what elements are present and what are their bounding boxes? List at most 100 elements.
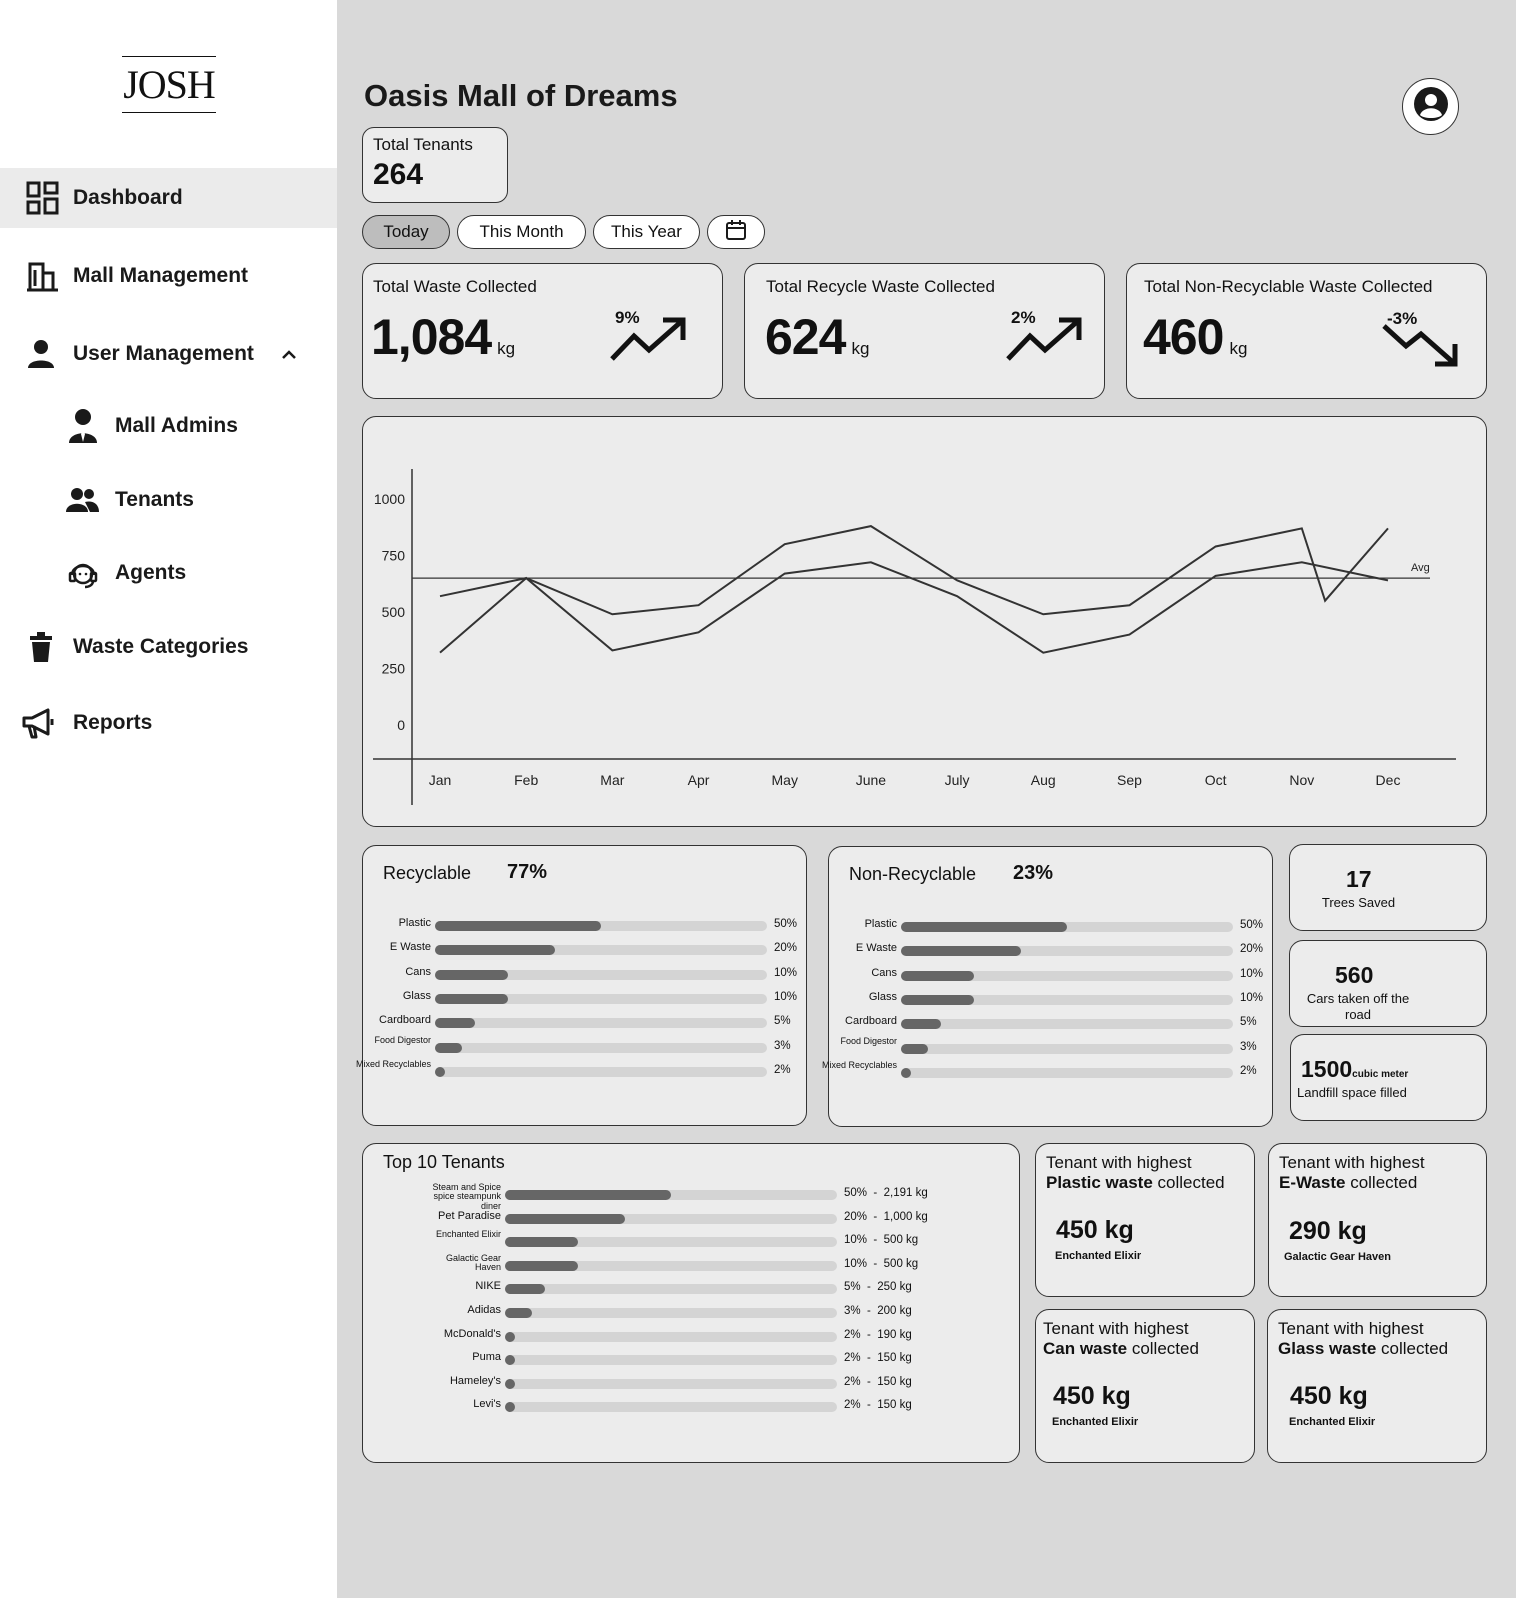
sidebar-item-label: Agents [115,561,187,584]
trend-up-icon [1006,317,1082,361]
recyclable-percent: 77% [507,861,548,883]
category-label: Plastic [864,918,897,930]
series-line-2 [439,525,1389,616]
x-tick-label: Mar [600,772,624,788]
highest-tenant: Enchanted Elixir [1055,1250,1142,1262]
total-recycle-waste-card: Total Recycle Waste Collected 624 kg 2% [744,263,1105,399]
filter-this-year-button[interactable]: This Year [593,215,700,249]
tenant-bar-row: Pet Paradise 20% - 1,000 kg [438,1210,928,1225]
recyclable-breakdown-card: Recyclable 77% Plastic 50% E Waste 20% Cans 1… [356,845,807,1126]
tenant-name: Hameley's [449,1374,501,1387]
sidebar-item-user-management[interactable]: User Management [0,324,337,384]
recyclable-bar-row: Plastic 50% [399,917,797,932]
tenant-name: Steam and Spice spice steampunk diner [432,1182,501,1211]
bar-track [901,1043,1233,1054]
bar-fill [505,1237,579,1248]
chevron-up-icon[interactable] [281,344,297,365]
sidebar-item-dashboard[interactable]: Dashboard [0,168,337,228]
tenant-bar-row: Enchanted Elixir 10% - 500 kg [436,1229,918,1248]
y-tick-label: 250 [382,661,406,677]
bar-fill [505,1213,625,1224]
highest-title: Tenant with highest Glass waste collected [1278,1319,1449,1358]
bar-fill [505,1331,515,1342]
highest-value: 450 kg [1056,1216,1134,1244]
highest-title: Tenant with highest Can waste collected [1043,1319,1199,1358]
landfill-label: Landfill space filled [1297,1085,1407,1100]
stat-change: 2% [1011,308,1036,327]
bar-fill [435,993,509,1004]
cars-off-road-value: 560 [1335,962,1374,988]
sidebar-item-tenants[interactable]: Tenants [0,470,337,530]
top-tenants-title: Top 10 Tenants [383,1152,505,1172]
sidebar-item-mall-management[interactable]: Mall Management [0,246,337,306]
highest-title: Tenant with highest E-Waste collected [1279,1153,1425,1192]
sidebar-item-mall-admins[interactable]: Mall Admins [0,396,337,456]
sidebar-item-agents[interactable]: Agents [0,543,337,603]
nonrecyclable-title: Non-Recyclable [849,864,977,884]
bar-track [435,1042,767,1053]
tenant-name: Puma [472,1351,501,1364]
nonrecyclable-percent: 23% [1013,862,1054,884]
bar-fill [505,1402,515,1413]
x-tick-label: May [772,772,798,788]
sidebar-item-reports[interactable]: Reports [0,693,337,753]
sidebar-item-waste-categories[interactable]: Waste Categories [0,617,337,677]
bar-fill [505,1378,515,1389]
category-label: Cardboard [379,1014,431,1027]
bar-fill [901,1067,911,1078]
x-tick-label: Nov [1289,772,1314,788]
landfill-card: 1500cubic meter Landfill space filled [1290,1034,1487,1121]
bar-fill [901,970,975,981]
stat-unit: kg [1229,339,1248,358]
account-circle-icon [1413,86,1449,127]
x-tick-label: Aug [1031,772,1056,788]
sidebar-item-label: Mall Admins [115,414,238,437]
bar-track [435,969,767,980]
total-waste-card: Total Waste Collected 1,084 kg 9% [362,263,723,399]
category-label: Mixed Recyclables [821,1059,897,1070]
bar-track [505,1331,837,1342]
date-picker-button[interactable] [707,215,765,249]
trees-saved-card: 17 Trees Saved [1289,844,1487,931]
megaphone-icon [21,705,57,741]
category-value: 3% [774,1039,791,1052]
highest-glass-card: Tenant with highest Glass waste collected… [1267,1309,1487,1463]
recyclable-bar-row: Cardboard 5% [379,1015,791,1029]
bar-track [435,1018,767,1029]
tenant-value: 2% - 190 kg [844,1328,912,1341]
nonrecyclable-bar-row: Mixed Recyclables 2% [822,1060,1257,1079]
bar-track [505,1190,837,1200]
tenant-name: Enchanted Elixir [435,1229,501,1240]
sidebar-item-label: Tenants [115,488,194,511]
category-value: 2% [1240,1064,1257,1077]
bar-track [901,1019,1233,1030]
cars-off-road-label: Cars taken off the road [1306,991,1410,1022]
filter-today-button[interactable]: Today [362,215,450,249]
landfill-value: 1500cubic meter [1301,1056,1409,1082]
category-value: 10% [774,990,798,1003]
total-tenants-label: Total Tenants [373,135,473,154]
tenant-name: Pet Paradise [438,1209,501,1222]
profile-button[interactable] [1402,78,1459,135]
bar-track [901,946,1233,957]
tenant-bar-row: Adidas 3% - 200 kg [467,1304,912,1319]
average-label: Avg [1411,562,1430,574]
stat-value: 460 kg [1143,309,1248,365]
recyclable-bar-row: E Waste 20% [390,942,797,956]
y-tick-label: 500 [382,604,406,620]
josh-logo[interactable]: JOSH [122,56,216,113]
bar-fill [435,921,601,931]
sidebar: JOSH Dashboard Mall Management User Mana… [0,0,337,1598]
sidebar-item-label: Waste Categories [73,635,249,658]
sidebar-item-label: Mall Management [73,264,249,287]
category-label: Cardboard [845,1015,897,1028]
category-label: Mixed Recyclables [355,1058,431,1069]
filter-this-month-button[interactable]: This Month [457,215,586,249]
waste-line-chart: 1000 750 500 250 0 Jan Feb Mar Apr May June July Aug… [373,469,1456,805]
category-label: Glass [402,989,431,1002]
y-tick-label: 1000 [374,491,405,507]
calendar-icon [725,219,747,246]
bar-fill [505,1308,532,1318]
stat-change: -3% [1387,309,1418,328]
bar-fill [901,1019,941,1030]
